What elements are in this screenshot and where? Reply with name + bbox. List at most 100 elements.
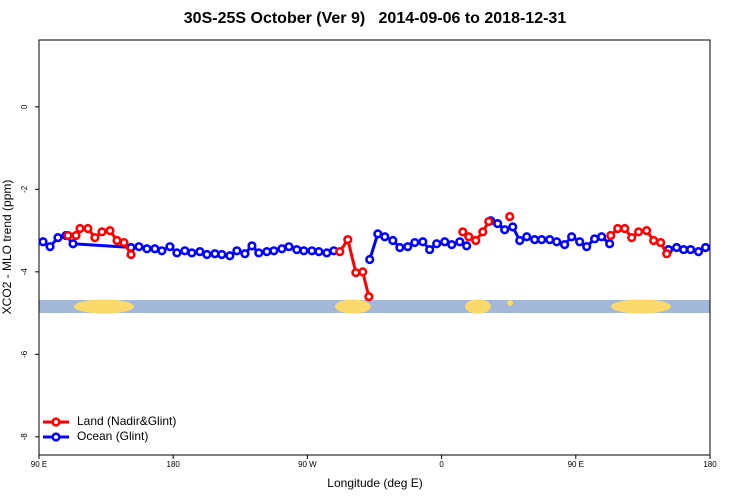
data-point — [388, 235, 398, 246]
data-point — [284, 242, 294, 252]
data-point — [157, 246, 167, 256]
data-point — [589, 234, 600, 244]
data-point — [314, 247, 324, 257]
y-tick-label: -2 — [20, 185, 29, 193]
data-point — [700, 242, 711, 253]
y-axis-label: XCO2 - MLO trend (ppm) — [0, 180, 14, 315]
x-tick-label: 180 — [167, 460, 181, 469]
series — [38, 216, 711, 265]
data-point — [195, 247, 205, 257]
land-patch — [335, 299, 371, 314]
data-point — [410, 237, 420, 248]
data-point — [83, 223, 93, 234]
data-point — [484, 216, 494, 227]
data-point — [150, 244, 160, 254]
data-point — [63, 230, 73, 241]
chart-title: 30S-25S October (Ver 9) 2014-09-06 to 20… — [184, 10, 567, 27]
data-point — [493, 218, 503, 229]
legend-marker — [51, 432, 61, 442]
data-point — [307, 246, 317, 256]
data-point — [425, 244, 435, 255]
data-point — [552, 237, 562, 247]
data-point — [418, 237, 428, 247]
data-point — [187, 248, 197, 258]
land-patch — [611, 299, 671, 314]
data-point — [240, 249, 250, 259]
data-point — [343, 235, 353, 245]
x-tick-label: 90 E — [568, 460, 584, 469]
data-point — [462, 241, 472, 251]
data-point — [642, 225, 652, 236]
data-point — [254, 248, 264, 258]
data-point — [71, 230, 81, 241]
data-point — [447, 240, 457, 250]
data-point — [112, 235, 122, 246]
data-point — [225, 251, 235, 261]
data-point — [358, 267, 368, 277]
data-point — [620, 223, 630, 234]
data-point — [322, 248, 332, 258]
y-tick-label: 0 — [20, 104, 29, 109]
data-point — [53, 232, 63, 243]
data-point — [432, 239, 442, 249]
data-point — [68, 239, 78, 249]
data-point — [440, 237, 450, 247]
data-point — [606, 230, 616, 241]
data-point — [364, 291, 374, 302]
data-point — [202, 249, 212, 260]
data-point — [537, 235, 547, 245]
data-point — [679, 244, 689, 255]
data-point — [478, 227, 488, 237]
data-point — [522, 232, 532, 242]
data-point — [649, 235, 659, 246]
data-point — [299, 246, 309, 256]
data-point — [351, 268, 361, 278]
data-point — [633, 227, 644, 237]
x-tick-label: 90 E — [31, 460, 47, 469]
data-point — [165, 242, 175, 252]
data-point — [458, 227, 468, 237]
data-point — [671, 242, 682, 253]
series — [63, 211, 672, 302]
data-point — [210, 249, 220, 259]
data-point — [217, 249, 227, 260]
legend-marker — [51, 417, 61, 427]
data-point — [567, 232, 577, 242]
ocean-band — [39, 300, 710, 313]
data-point — [75, 223, 85, 234]
data-point — [126, 249, 136, 260]
legend-label: Land (Nadir&Glint) — [77, 414, 176, 428]
data-point — [560, 240, 570, 250]
data-point — [180, 246, 190, 256]
data-point — [365, 254, 375, 265]
legend-label: Ocean (Glint) — [77, 429, 148, 443]
data-point — [105, 225, 115, 236]
legend: Land (Nadir&Glint)Ocean (Glint) — [43, 414, 176, 443]
x-tick-label: 90 W — [298, 460, 317, 469]
data-point — [277, 244, 287, 254]
y-tick-label: -8 — [20, 433, 29, 441]
data-point — [693, 247, 704, 257]
data-point — [262, 247, 272, 257]
data-point — [471, 235, 481, 246]
data-point — [662, 249, 672, 259]
data-point — [515, 235, 525, 246]
data-point — [97, 227, 107, 237]
data-point — [38, 237, 48, 247]
data-point — [582, 242, 592, 252]
x-tick-label: 0 — [439, 460, 444, 469]
data-point — [455, 237, 465, 247]
x-axis-label: Longitude (deg E) — [327, 476, 422, 490]
data-point — [686, 244, 696, 255]
data-point — [464, 232, 474, 242]
data-point — [605, 239, 615, 249]
data-point — [247, 241, 257, 251]
data-point — [292, 244, 302, 255]
data-point — [613, 223, 623, 234]
data-point — [403, 242, 413, 252]
data-point — [232, 246, 242, 256]
data-point — [627, 232, 637, 243]
data-point — [134, 242, 144, 252]
